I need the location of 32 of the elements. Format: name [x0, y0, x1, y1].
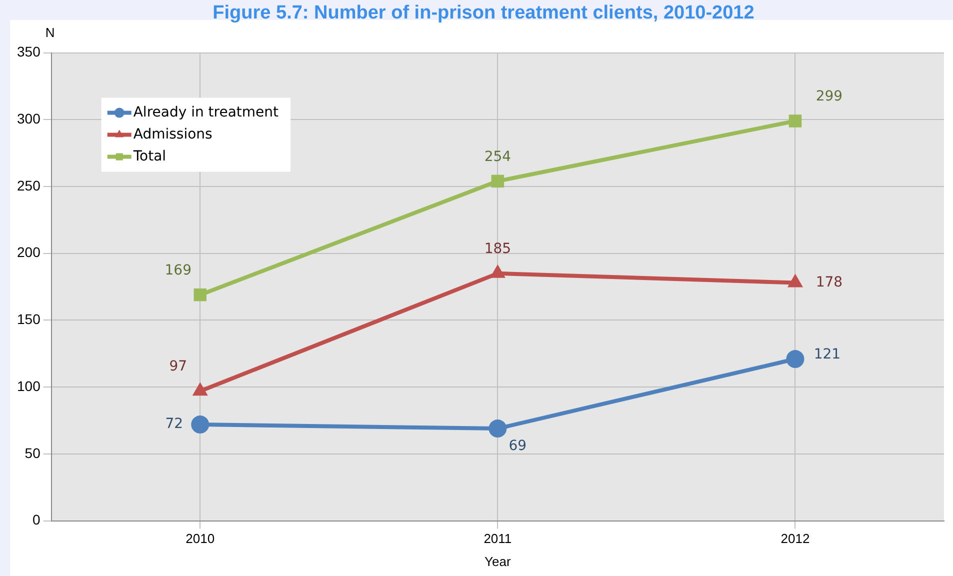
point — [786, 350, 804, 368]
point — [191, 416, 210, 434]
legend-label: Already in treatment — [133, 104, 280, 120]
data-label: 178 — [816, 274, 843, 290]
data-label: 169 — [164, 262, 192, 278]
data-label: 185 — [484, 241, 512, 258]
x-axis-title: Year — [484, 554, 512, 569]
data-label: 121 — [814, 346, 841, 363]
y-tick-label: 150 — [17, 311, 41, 328]
legend-label: Admissions — [133, 126, 212, 142]
point — [194, 288, 206, 302]
data-label: 299 — [816, 88, 843, 105]
point — [491, 174, 504, 188]
x-tick-label: 2010 — [186, 531, 215, 546]
data-label: 97 — [169, 358, 188, 375]
point — [788, 114, 802, 128]
data-label: 69 — [508, 438, 527, 454]
y-tick-label: 50 — [24, 444, 41, 461]
point — [488, 420, 507, 438]
data-label: 72 — [165, 416, 184, 432]
y-tick-label: 0 — [32, 512, 41, 528]
data-label: 254 — [484, 148, 512, 165]
y-tick-label: 250 — [17, 177, 41, 194]
y-tick-label: 300 — [17, 110, 41, 127]
x-tick-label: 2011 — [484, 531, 512, 546]
x-tick-label: 2012 — [780, 531, 810, 546]
chart-title: Figure 5.7: Number of in-prison treatment clients, 2010-2012 — [212, 2, 754, 24]
legend-label: Total — [132, 148, 166, 164]
y-axis-title: N — [45, 24, 55, 40]
y-tick-label: 350 — [17, 44, 41, 60]
y-tick-label: 100 — [17, 378, 41, 394]
y-tick-label: 200 — [17, 244, 41, 260]
